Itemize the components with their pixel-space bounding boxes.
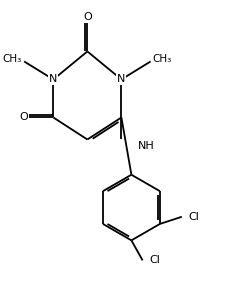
Text: NH: NH [138, 141, 154, 151]
Text: N: N [49, 74, 57, 84]
Text: Cl: Cl [149, 255, 160, 266]
Text: CH₃: CH₃ [153, 54, 172, 64]
Text: O: O [83, 12, 92, 22]
Text: O: O [20, 112, 29, 122]
Text: Cl: Cl [188, 212, 199, 222]
Text: N: N [117, 74, 126, 84]
Text: CH₃: CH₃ [3, 54, 22, 64]
